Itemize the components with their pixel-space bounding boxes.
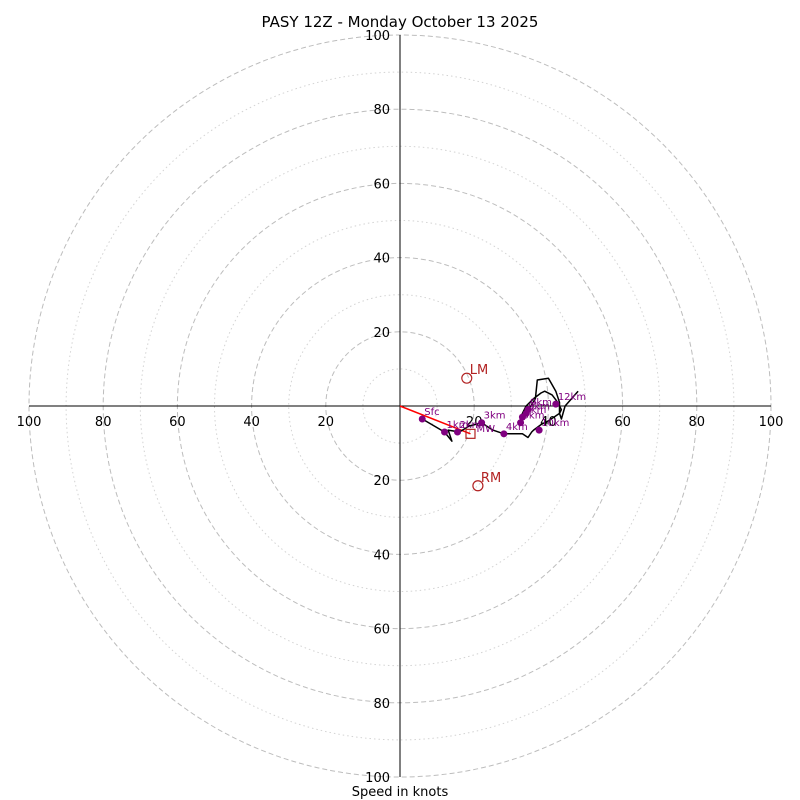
level-point-2km <box>454 428 462 436</box>
x-axis-label: Speed in knots <box>352 785 449 800</box>
y-tick-label: 100 <box>365 771 390 786</box>
level-label-8km: 8km <box>528 401 550 412</box>
right-mover-label: RM <box>481 471 501 486</box>
mean-wind-marker <box>465 428 476 439</box>
chart-title: PASY 12Z - Monday October 13 2025 <box>262 13 539 31</box>
level-label-4km: 4km <box>506 422 528 433</box>
x-tick-label: 60 <box>169 415 186 430</box>
level-point-10km <box>535 426 543 434</box>
level-label-9km: 9km <box>530 398 552 409</box>
level-label-2km: 2km <box>460 420 482 431</box>
y-tick-label: 60 <box>373 177 390 192</box>
mean-wind-label: MW <box>476 424 495 435</box>
x-tick-label: 100 <box>759 415 784 430</box>
level-point-12km <box>552 400 560 408</box>
level-label-1km: 1km <box>447 420 469 431</box>
level-point-9km <box>524 406 532 414</box>
right-mover-marker <box>472 480 484 492</box>
level-label-12km: 12km <box>558 392 586 403</box>
x-tick-label: 40 <box>243 415 260 430</box>
y-tick-label: 80 <box>373 697 390 712</box>
x-tick-label: 20 <box>318 415 335 430</box>
y-tick-label: 20 <box>373 326 390 341</box>
level-label-6km: 6km <box>524 405 546 416</box>
level-point-4km <box>500 430 508 438</box>
y-tick-label: 40 <box>373 252 390 267</box>
level-label-3km: 3km <box>484 411 506 422</box>
left-mover-label: LM <box>470 363 488 378</box>
level-label-sfc: Sfc <box>424 407 439 418</box>
y-tick-label: 20 <box>373 474 390 489</box>
level-point-3km <box>478 419 486 427</box>
level-label-5km: 5km <box>523 411 545 422</box>
y-tick-label: 80 <box>373 103 390 118</box>
level-point-5km <box>517 419 525 427</box>
level-label-10km: 10km <box>541 418 569 429</box>
y-tick-label: 100 <box>365 29 390 44</box>
left-mover-marker <box>461 372 473 384</box>
x-tick-label: 80 <box>95 415 112 430</box>
y-tick-label: 60 <box>373 623 390 638</box>
x-tick-label: 60 <box>614 415 631 430</box>
tick-labels: 100 80 60 40 20 20 40 60 80 100100806040202040608… <box>17 29 784 786</box>
level-point-sfc <box>418 415 426 423</box>
x-tick-label: 80 <box>689 415 706 430</box>
x-tick-label: 100 <box>17 415 42 430</box>
level-point-1km <box>441 428 449 436</box>
y-tick-label: 40 <box>373 548 390 563</box>
